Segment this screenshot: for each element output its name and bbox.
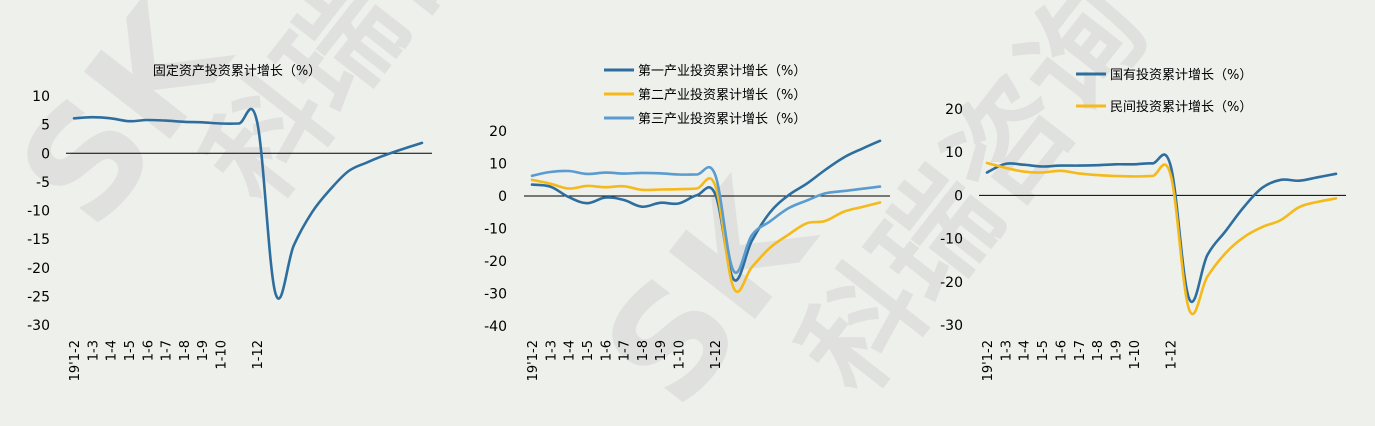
series-line-1 xyxy=(530,177,882,293)
y-tick-label: -40 xyxy=(484,319,507,335)
y-tick-label: -5 xyxy=(36,175,50,191)
series-line-0 xyxy=(72,107,424,300)
legend-label: 第一产业投资累计增长（%） xyxy=(638,63,806,79)
legend-label: 国有投资累计增长（%） xyxy=(1110,67,1252,83)
x-tick-label: 1-12 xyxy=(251,340,266,370)
chart-ownership-investment: 20 10 0 -10 -20 -30 19'1-2 1-4 1-6 1-8 1-10 1-12 1-3… xyxy=(940,67,1346,381)
y-tick-label: -25 xyxy=(27,289,50,305)
x-tick-label: 19'1-2 xyxy=(68,340,83,381)
y-tick-label: 0 xyxy=(41,146,50,162)
x-tick-label: 1-3 xyxy=(544,340,559,361)
x-tick-label: 19'1-2 xyxy=(981,340,996,381)
chart-industry-investment: 20 10 0 -10 -20 -30 -40 19'1-2 1-4 1-6 1-8 1-10 1-12… xyxy=(484,63,890,381)
x-tick-label: 1-4 xyxy=(105,340,120,361)
x-tick-label: 1-3 xyxy=(86,340,101,361)
x-tick-label: 1-6 xyxy=(141,340,156,361)
y-tick-label: 10 xyxy=(32,89,50,105)
y-tick-label: -15 xyxy=(27,232,50,248)
y-tick-label: -30 xyxy=(27,318,50,334)
x-tick-label: 1-7 xyxy=(1073,340,1088,361)
y-tick-label: 20 xyxy=(489,124,507,140)
y-tick-label: -30 xyxy=(484,287,507,303)
chart-fixed-asset-investment: 固定资产投资累计增长（%） 10 5 0 -5 -10 -15 -20 -25 -30 19'1-… xyxy=(27,63,432,381)
x-tick-label: 1-9 xyxy=(654,340,669,361)
y-tick-label: -20 xyxy=(940,275,963,291)
y-tick-label: 20 xyxy=(945,102,963,118)
x-tick-label: 1-8 xyxy=(178,340,193,361)
x-tick-label: 1-5 xyxy=(123,340,138,361)
y-tick-label: -20 xyxy=(484,254,507,270)
legend-label: 民间投资累计增长（%） xyxy=(1110,99,1252,115)
series-line-0 xyxy=(530,139,882,282)
x-tick-label: 1-7 xyxy=(160,340,175,361)
x-tick-label: 1-5 xyxy=(581,340,596,361)
y-tick-label: 10 xyxy=(945,145,963,161)
x-tick-label: 1-10 xyxy=(1128,340,1143,370)
x-tick-label: 1-4 xyxy=(563,340,578,361)
y-tick-label: -20 xyxy=(27,261,50,277)
y-tick-label: -10 xyxy=(484,222,507,238)
chart-title: 固定资产投资累计增长（%） xyxy=(153,63,321,79)
x-tick-label: 1-12 xyxy=(1165,340,1180,370)
series-line-1 xyxy=(985,161,1338,316)
x-tick-label: 19'1-2 xyxy=(526,340,541,381)
x-tick-label: 1-12 xyxy=(709,340,724,370)
x-tick-label: 1-9 xyxy=(1110,340,1125,361)
watermark-text: 科瑞咨询 xyxy=(178,0,577,227)
y-tick-label: 5 xyxy=(41,118,50,134)
y-tick-label: 0 xyxy=(954,188,963,204)
x-tick-label: 1-6 xyxy=(599,340,614,361)
x-tick-label: 1-9 xyxy=(196,340,211,361)
series-line-2 xyxy=(530,165,882,275)
x-tick-label: 1-10 xyxy=(215,340,230,370)
x-tick-label: 1-6 xyxy=(1054,340,1069,361)
y-tick-label: 10 xyxy=(489,157,507,173)
x-tick-label: 1-8 xyxy=(1091,340,1106,361)
series-line-0 xyxy=(985,153,1338,304)
x-tick-label: 1-3 xyxy=(999,340,1014,361)
x-tick-label: 1-10 xyxy=(673,340,688,370)
legend-label: 第二产业投资累计增长（%） xyxy=(638,87,806,103)
y-tick-label: -10 xyxy=(27,204,50,220)
y-tick-label: -30 xyxy=(940,318,963,334)
legend-label: 第三产业投资累计增长（%） xyxy=(638,111,806,127)
x-tick-label: 1-7 xyxy=(618,340,633,361)
y-tick-label: -10 xyxy=(940,232,963,248)
x-tick-label: 1-4 xyxy=(1018,340,1033,361)
x-tick-label: 1-8 xyxy=(636,340,651,361)
y-tick-label: 0 xyxy=(498,189,507,205)
x-tick-label: 1-5 xyxy=(1036,340,1051,361)
